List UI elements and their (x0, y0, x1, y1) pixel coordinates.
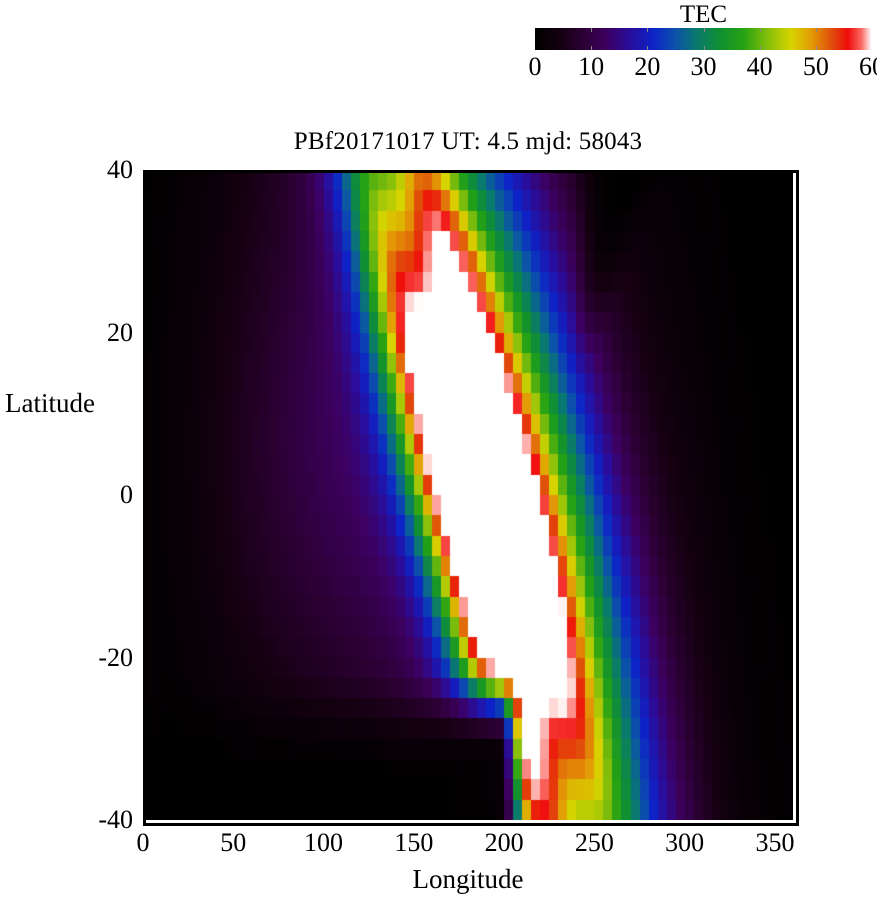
y-axis-label: Latitude (5, 388, 95, 418)
colorbar-gradient (535, 28, 872, 50)
x-axis-tick-label: 300 (665, 828, 705, 857)
colorbar-tick-label: 20 (634, 52, 661, 81)
x-axis-tick-label: 100 (304, 828, 344, 857)
colorbar-tick-label: 0 (528, 52, 542, 81)
colorbar-tick (704, 28, 705, 32)
x-axis-tick-label: 150 (394, 828, 434, 857)
x-axis-tick-label: 200 (484, 828, 524, 857)
y-axis-tick-label: 20 (107, 317, 133, 347)
x-axis-label: Longitude (412, 864, 524, 894)
y-axis-tick-labels: 40 20 0 -20 -40 (0, 0, 133, 900)
colorbar-tick (704, 46, 705, 50)
x-axis-tick-labels: 0 50 100 150 200 250 300 350 (0, 828, 877, 864)
heatmap-canvas (143, 170, 793, 820)
colorbar-tick (591, 28, 592, 32)
colorbar-tick (647, 46, 648, 50)
x-axis-tick-label: 0 (136, 828, 150, 857)
colorbar-tick-labels: 0 10 20 30 40 50 60 (514, 52, 877, 86)
x-axis-tick-label: 250 (574, 828, 614, 857)
x-axis-tick-label: 50 (220, 828, 247, 857)
y-axis-tick-label: 0 (120, 480, 133, 509)
colorbar-tick-label: 30 (690, 52, 717, 81)
colorbar-tick (647, 28, 648, 32)
y-axis-tick-label: 40 (107, 155, 133, 184)
colorbar-tick (591, 46, 592, 50)
colorbar-tick (816, 46, 817, 50)
colorbar-title: TEC (679, 1, 728, 28)
colorbar-tick-label: 40 (746, 52, 773, 81)
colorbar-tick-label: 60 (859, 52, 877, 81)
colorbar-tick (816, 28, 817, 32)
colorbar-tick (760, 46, 761, 50)
heatmap-plot-area (143, 170, 793, 820)
colorbar (535, 28, 872, 50)
plot-title: PBf20171017 UT: 4.5 mjd: 58043 (293, 128, 643, 155)
colorbar-tick-label: 50 (802, 52, 829, 81)
x-axis-tick-label: 350 (755, 828, 795, 857)
y-axis-tick-label: -40 (98, 805, 133, 834)
colorbar-tick-label: 10 (578, 52, 605, 81)
colorbar-tick (760, 28, 761, 32)
y-axis-tick-label: -20 (98, 642, 133, 672)
